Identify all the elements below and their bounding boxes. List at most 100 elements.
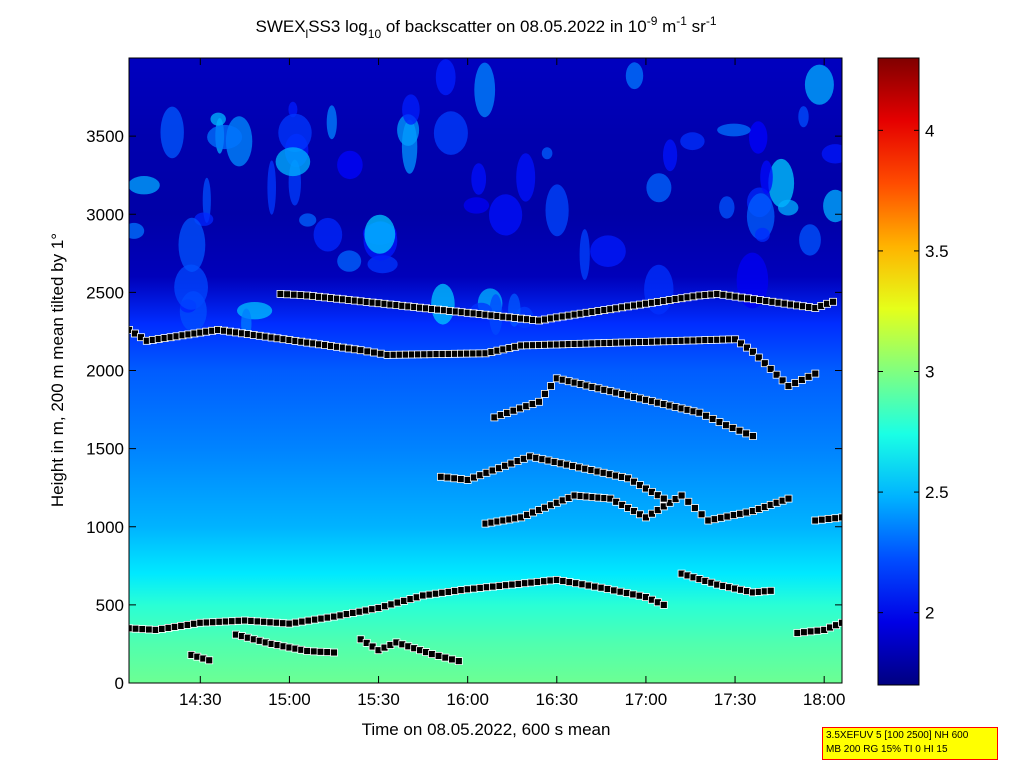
marker-layer-lower-layer-1 [187, 651, 214, 665]
cloud-patch [431, 283, 455, 325]
layer-marker [528, 400, 537, 408]
layer-marker [234, 616, 243, 625]
cloud-patch [367, 255, 398, 274]
layer-marker [603, 585, 612, 593]
layer-marker [309, 647, 318, 656]
layer-marker [131, 624, 140, 633]
layer-marker [723, 512, 732, 521]
cloud-patch [489, 194, 523, 236]
layer-marker [431, 589, 440, 598]
cloud-patch [646, 173, 672, 203]
layer-marker [138, 625, 147, 633]
layer-marker [610, 586, 618, 595]
title-after: of backscatter on 08.05.2022 in 10 [381, 17, 647, 36]
cloud-patch [798, 106, 809, 128]
cloud-patch [299, 213, 317, 227]
layer-marker [457, 475, 465, 484]
layer-marker [296, 291, 305, 300]
layer-marker [266, 618, 275, 627]
cloud-patch [717, 123, 751, 137]
cloud-patch [746, 193, 775, 240]
layer-marker [659, 494, 668, 503]
colorbar-tick-label: 3.5 [925, 242, 949, 261]
layer-marker [708, 414, 717, 423]
y-tick-label: 1500 [86, 440, 124, 459]
layer-marker [659, 601, 668, 609]
marker-layer-residual-layer [231, 630, 338, 657]
layer-marker [489, 582, 498, 591]
colorbar-tick-label: 2 [925, 604, 934, 623]
layer-marker [742, 429, 751, 438]
layer-marker [793, 629, 802, 637]
layer-marker [838, 513, 842, 522]
layer-marker [736, 509, 744, 518]
layer-marker [800, 628, 808, 637]
colorbar-tick-label: 3 [925, 363, 934, 382]
cloud-patch [337, 150, 363, 180]
cloud-patch [760, 160, 773, 194]
layer-marker [436, 472, 445, 481]
marker-layer-elevated-1700 [490, 374, 757, 441]
cloud-patch [435, 59, 456, 96]
title-unit-sr: sr [687, 17, 706, 36]
y-tick-label: 2500 [86, 283, 124, 302]
colorbar-tick-label: 4 [925, 121, 934, 140]
backscatter-field [129, 58, 842, 683]
layer-marker [742, 508, 751, 517]
layer-marker [691, 504, 699, 512]
marker-layer-boundary-layer-top-b [677, 569, 775, 597]
layer-marker [715, 418, 724, 427]
layer-marker [547, 382, 555, 391]
marker-layer-boundary-layer-top [129, 576, 668, 634]
layer-marker [441, 653, 450, 662]
plot-area [129, 58, 842, 683]
layer-marker [697, 510, 706, 519]
layer-marker [818, 515, 826, 524]
processing-info-box: 3.5XEFUV 5 [100 2500] NH 600 MB 200 RG 1… [822, 727, 998, 760]
cloud-patch [755, 227, 770, 242]
title-prefix: SWEX [255, 17, 305, 36]
layer-marker [824, 515, 833, 523]
cloud-patch [326, 105, 337, 140]
cloud-patch [178, 217, 206, 272]
layer-marker [189, 619, 198, 628]
x-tick-label: 14:30 [179, 690, 222, 709]
cloud-patches [129, 59, 842, 339]
colorbar-tick-label: 2.5 [925, 483, 949, 502]
layer-marker [546, 576, 555, 585]
y-tick-label: 0 [115, 674, 124, 693]
title-sub1: l [306, 27, 309, 41]
y-tick-label: 3500 [86, 127, 124, 146]
layer-marker [400, 597, 408, 605]
cloud-patch [364, 214, 396, 254]
layer-marker [253, 617, 262, 626]
marker-layer-lower-layer-2 [356, 635, 463, 665]
cloud-patch [680, 132, 705, 151]
layer-marker [310, 615, 319, 624]
layer-marker [766, 364, 775, 373]
layer-marker [572, 579, 580, 588]
cloud-patch [313, 217, 343, 252]
cloud-patch [579, 229, 590, 280]
layer-marker [177, 622, 186, 630]
layer-marker [476, 584, 485, 592]
y-tick-label: 3000 [86, 205, 124, 224]
layer-marker [304, 616, 313, 625]
x-tick-label: 17:30 [714, 690, 757, 709]
x-axis: 14:30 15:00 15:30 16:00 16:30 17:00 17:30 18:00 [179, 58, 845, 709]
layer-marker [363, 347, 372, 356]
cloud-patch [337, 250, 362, 272]
layer-marker [702, 411, 710, 420]
y-tick-label: 1000 [86, 518, 124, 537]
colorbar [877, 57, 920, 686]
title-mid: SS3 log [308, 17, 368, 36]
cloud-patch [474, 62, 496, 118]
y-axis: 0 500 1000 1500 2000 2500 3000 3500 [86, 127, 842, 693]
cloud-patch [202, 177, 211, 223]
x-tick-label: 17:00 [625, 690, 668, 709]
layer-marker [470, 584, 478, 593]
marker-layer-elevated-2400 [276, 289, 837, 325]
layer-marker [450, 474, 459, 483]
layer-marker [342, 610, 351, 618]
cloud-patch [288, 101, 298, 118]
